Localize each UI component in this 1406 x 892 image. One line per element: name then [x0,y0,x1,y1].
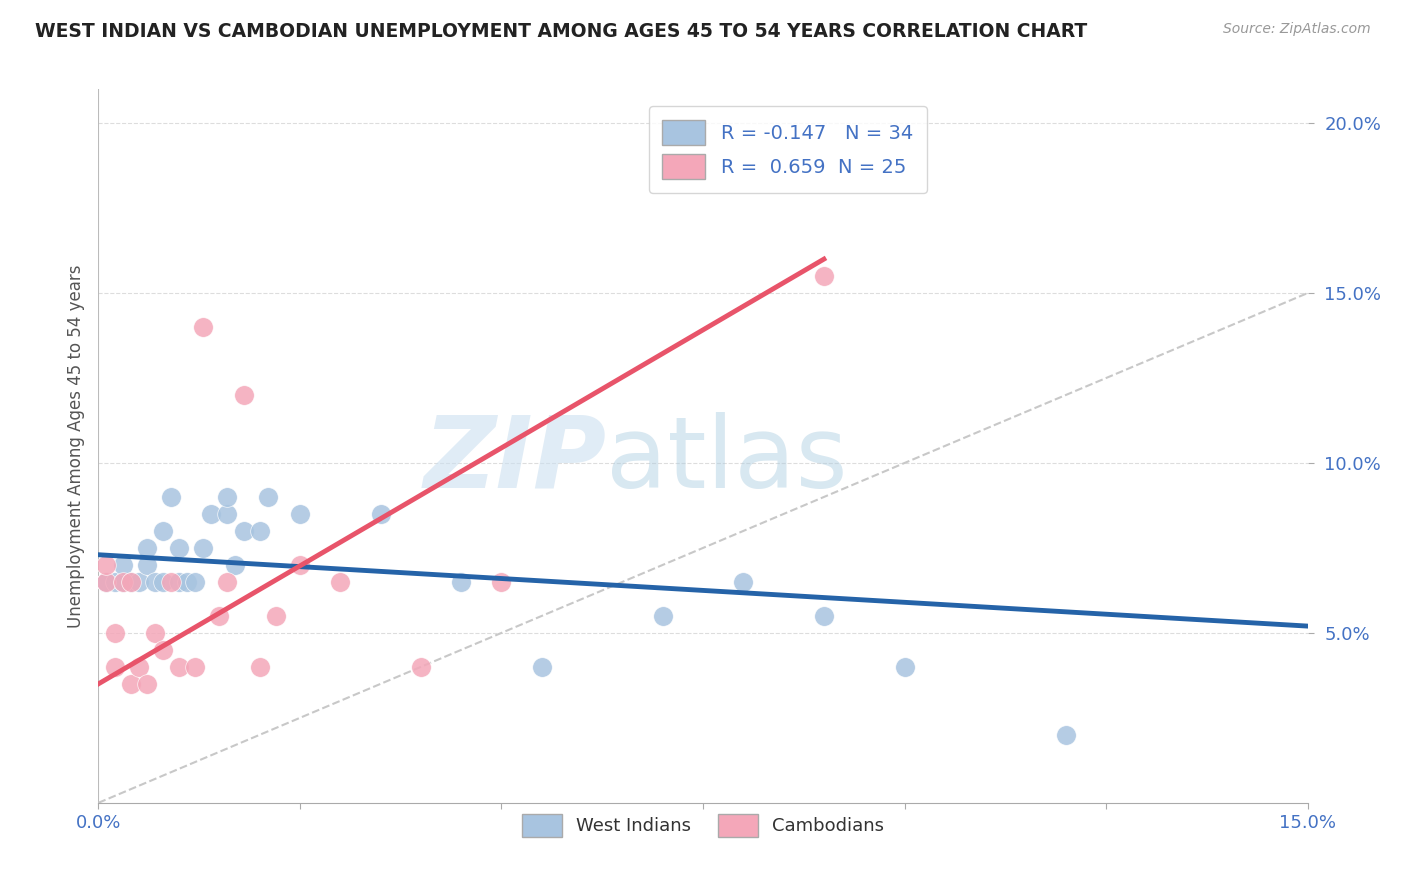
Point [167,541,190,555]
Point [167,574,190,589]
Point [491,574,513,589]
Point [143,626,166,640]
Point [96,574,118,589]
Point [111,574,134,589]
Point [217,507,239,521]
Point [224,558,246,572]
Point [733,574,755,589]
Point [184,660,207,674]
Point [96,558,118,572]
Point [135,558,157,572]
Point [232,524,254,538]
Text: atlas: atlas [606,412,848,508]
Point [193,541,215,555]
Point [249,660,271,674]
Point [160,490,183,504]
Point [120,574,142,589]
Point [111,558,134,572]
Point [135,677,157,691]
Point [288,507,311,521]
Text: Source: ZipAtlas.com: Source: ZipAtlas.com [1223,22,1371,37]
Text: WEST INDIAN VS CAMBODIAN UNEMPLOYMENT AMONG AGES 45 TO 54 YEARS CORRELATION CHAR: WEST INDIAN VS CAMBODIAN UNEMPLOYMENT AM… [35,22,1087,41]
Point [409,660,432,674]
Point [232,388,254,402]
Y-axis label: Unemployment Among Ages 45 to 54 years: Unemployment Among Ages 45 to 54 years [66,264,84,628]
Point [135,541,157,555]
Point [167,660,190,674]
Point [450,574,472,589]
Point [329,574,352,589]
Point [256,490,278,504]
Point [184,574,207,589]
Point [208,608,231,623]
Point [893,660,915,674]
Point [152,643,174,657]
Point [217,490,239,504]
Point [530,660,553,674]
Point [193,320,215,334]
Point [128,574,150,589]
Point [813,269,835,284]
Point [152,524,174,538]
Point [160,574,183,589]
Point [249,524,271,538]
Point [103,626,125,640]
Point [288,558,311,572]
Point [176,574,198,589]
Point [128,660,150,674]
Point [96,574,118,589]
Point [200,507,222,521]
Point [264,608,287,623]
Point [217,574,239,589]
Point [651,608,673,623]
Point [1054,728,1077,742]
Point [96,574,118,589]
Point [111,574,134,589]
Point [120,677,142,691]
Point [103,660,125,674]
Point [143,574,166,589]
Point [152,574,174,589]
Point [370,507,392,521]
Point [120,574,142,589]
Legend: West Indians, Cambodians: West Indians, Cambodians [515,807,891,844]
Point [813,608,835,623]
Text: ZIP: ZIP [423,412,606,508]
Point [103,574,125,589]
